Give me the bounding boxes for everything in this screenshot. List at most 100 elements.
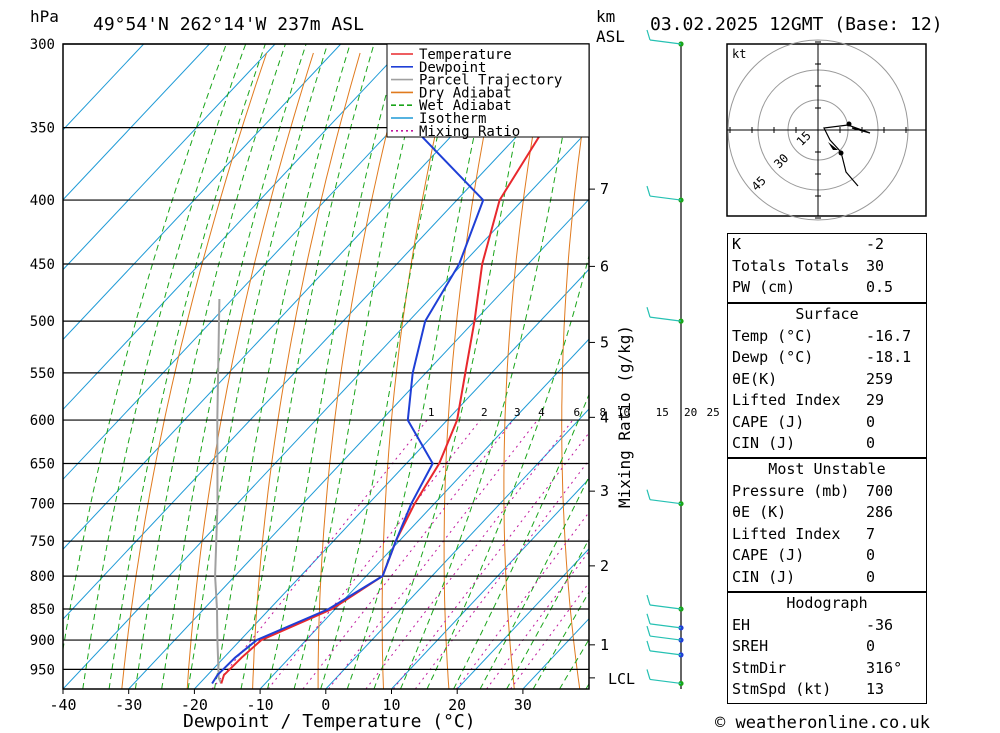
surface-value: -16.7 bbox=[866, 326, 912, 345]
temperature-tick-label: -40 bbox=[49, 696, 76, 714]
dry-adiabat-line bbox=[672, 53, 711, 689]
mixing-ratio-label: 15 bbox=[656, 406, 669, 419]
most-unstable-label: Lifted Index bbox=[732, 524, 841, 543]
totals-totals-row: Totals Totals 30 bbox=[728, 256, 926, 278]
dry-adiabat-line bbox=[381, 52, 455, 689]
wind-barb-flag bbox=[646, 185, 651, 197]
surface-row: Dewp (°C) -18.1 bbox=[728, 347, 926, 369]
isotherm-line bbox=[63, 44, 407, 411]
most-unstable-row: CAPE (J) 0 bbox=[728, 545, 926, 567]
axes: -40 -30 -20 -10 0 10 20 30 1 2 3 4 5 6 7 LCL bbox=[49, 43, 635, 714]
datetime-title: 03.02.2025 12GMT (Base: 12) bbox=[650, 14, 943, 35]
most-unstable-table: Most Unstable Pressure (mb) 700 θE (K) 286 L… bbox=[727, 458, 927, 592]
isotherm-line bbox=[63, 44, 539, 550]
most-unstable-row: CIN (J) 0 bbox=[728, 567, 926, 589]
surface-value: 29 bbox=[866, 391, 885, 409]
wet-adiabat-line bbox=[320, 44, 460, 689]
wind-barb-shaft bbox=[649, 623, 682, 629]
surface-title: Surface bbox=[795, 305, 859, 323]
isotherm-line bbox=[63, 128, 589, 689]
mixing-ratio-line bbox=[365, 419, 574, 689]
km-tick-label: 6 bbox=[600, 257, 609, 275]
wet-adiabat-line bbox=[214, 44, 351, 689]
wind-barb-flag bbox=[646, 29, 651, 41]
isotherm-line bbox=[63, 44, 276, 271]
pressure-label: 600 bbox=[30, 413, 55, 429]
hodograph-value: 0 bbox=[866, 637, 876, 655]
hodograph-point bbox=[838, 150, 844, 156]
hodograph-value: 316° bbox=[866, 658, 903, 677]
most-unstable-value: 700 bbox=[866, 481, 894, 500]
temperature-tick-label: 20 bbox=[448, 696, 466, 714]
legend-label: Wet Adiabat bbox=[419, 98, 512, 114]
legend-box bbox=[386, 43, 590, 138]
profile-lines bbox=[211, 44, 589, 685]
surface-table: Surface Temp (°C) -16.7 Dewp (°C) -18.1 θE(K… bbox=[727, 303, 927, 458]
surface-row: Temp (°C) -16.7 bbox=[728, 326, 926, 348]
dry-adiabat-line bbox=[443, 52, 501, 689]
dry-adiabat-line bbox=[317, 52, 408, 689]
isotherm-line bbox=[259, 338, 589, 689]
dry-adiabat-line bbox=[968, 53, 1000, 689]
surface-row: θE(K) 259 bbox=[728, 369, 926, 391]
surface-label: Lifted Index bbox=[732, 391, 841, 409]
wind-barb-flag bbox=[646, 306, 651, 318]
wet-adiabat-line bbox=[479, 475, 589, 689]
hodograph-trace bbox=[823, 124, 871, 187]
pressure-label: 450 bbox=[30, 257, 55, 273]
pressure-label: 350 bbox=[30, 121, 55, 137]
most-unstable-label: Pressure (mb) bbox=[732, 481, 850, 500]
km-tick-label: 3 bbox=[600, 482, 609, 500]
legend-label: Temperature bbox=[419, 47, 512, 63]
surface-label: θE(K) bbox=[732, 369, 778, 388]
wind-barb-flag bbox=[646, 669, 651, 680]
isotherm-line bbox=[63, 44, 145, 131]
legend-label: Dewpoint bbox=[419, 60, 486, 76]
hodograph-row: EH -36 bbox=[728, 615, 926, 637]
wind-barb-flag bbox=[646, 640, 651, 652]
lcl-label: LCL bbox=[608, 670, 635, 688]
wet-adiabat-line bbox=[346, 44, 495, 689]
mixing-ratio-label: 4 bbox=[538, 406, 545, 419]
mixing-ratio-labels: 1 2 3 4 6 8 10 15 20 25 bbox=[428, 406, 720, 419]
most-unstable-label: CAPE (J) bbox=[732, 546, 805, 564]
temperature-line bbox=[220, 44, 589, 684]
pressure-grid: 300 350 400 450 500 550 600 650 700 750 800 850 900 9… bbox=[30, 37, 589, 678]
hodograph-table-title: Hodograph bbox=[786, 594, 868, 612]
mixing-ratio-label: 25 bbox=[707, 406, 720, 419]
wind-barb-shaft bbox=[649, 316, 682, 322]
wet-adiabat-line bbox=[134, 44, 286, 689]
wind-barb-shaft bbox=[649, 195, 682, 201]
km-label: km bbox=[596, 7, 615, 26]
mixing-ratio-label: 1 bbox=[428, 406, 435, 419]
wind-barb-flag bbox=[646, 489, 651, 500]
surface-value: 259 bbox=[866, 369, 894, 388]
totals-totals-value: 30 bbox=[866, 256, 885, 275]
mixing-ratio-line bbox=[456, 511, 589, 689]
dry-adiabat-line bbox=[252, 52, 361, 689]
isotherm-line bbox=[63, 58, 589, 620]
parcel-trajectory-line bbox=[214, 298, 223, 684]
surface-value: -18.1 bbox=[866, 348, 912, 366]
wind-barb-shaft bbox=[649, 39, 682, 45]
wind-barb-shaft bbox=[649, 650, 682, 656]
totals-totals-label: Totals Totals bbox=[732, 256, 850, 275]
wind-barb-flag bbox=[646, 625, 651, 637]
pressure-label: 650 bbox=[30, 456, 55, 472]
most-unstable-value: 286 bbox=[866, 503, 894, 521]
pressure-label: 950 bbox=[30, 662, 55, 678]
pressure-label: 700 bbox=[30, 497, 55, 513]
mixing-ratio-label: 10 bbox=[617, 406, 630, 419]
pressure-label: 800 bbox=[30, 569, 55, 585]
hodograph-label: EH bbox=[732, 615, 751, 634]
most-unstable-label: CIN (J) bbox=[732, 567, 796, 586]
pw-row: PW (cm) 0.5 bbox=[728, 277, 926, 299]
pressure-label: 500 bbox=[30, 314, 55, 330]
wind-barb-shaft bbox=[649, 678, 682, 685]
hodograph-point bbox=[846, 121, 852, 127]
wet-adiabat-line bbox=[187, 44, 329, 689]
most-unstable-label: θE (K) bbox=[732, 503, 787, 521]
hodograph-label: StmSpd (kt) bbox=[732, 680, 832, 698]
